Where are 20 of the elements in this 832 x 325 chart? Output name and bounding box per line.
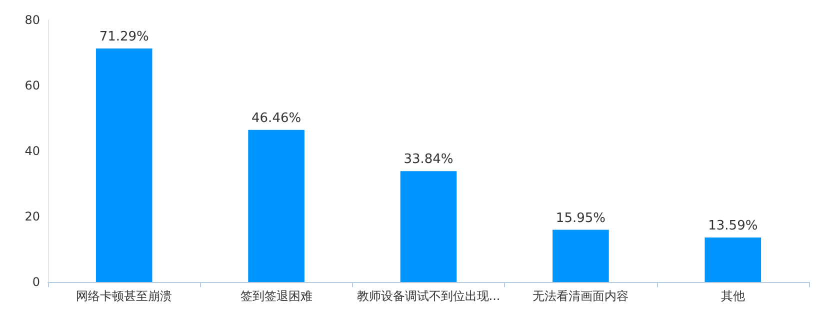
y-tick-label: 40 — [24, 144, 40, 158]
data-label: 13.59% — [708, 218, 758, 234]
x-tick-label: 教师设备调试不到位出现... — [356, 289, 500, 303]
data-label: 46.46% — [252, 110, 302, 126]
bar — [96, 48, 152, 282]
x-tick-label: 网络卡顿甚至崩溃 — [76, 289, 172, 303]
x-tick-label: 签到签退困难 — [240, 289, 312, 303]
bar — [704, 237, 762, 282]
y-tick-label: 20 — [24, 210, 40, 224]
data-label: 15.95% — [556, 210, 606, 226]
y-tick-label: 0 — [32, 275, 40, 289]
y-tick-label: 60 — [24, 78, 40, 92]
y-tick-label: 80 — [24, 13, 40, 27]
bar — [248, 130, 304, 282]
x-tick-label: 无法看清画面内容 — [532, 289, 629, 303]
bar — [400, 171, 457, 282]
data-label: 71.29% — [99, 30, 149, 45]
x-tick-label: 其他 — [720, 289, 745, 303]
data-label: 33.84% — [404, 152, 454, 168]
bar — [552, 230, 609, 282]
